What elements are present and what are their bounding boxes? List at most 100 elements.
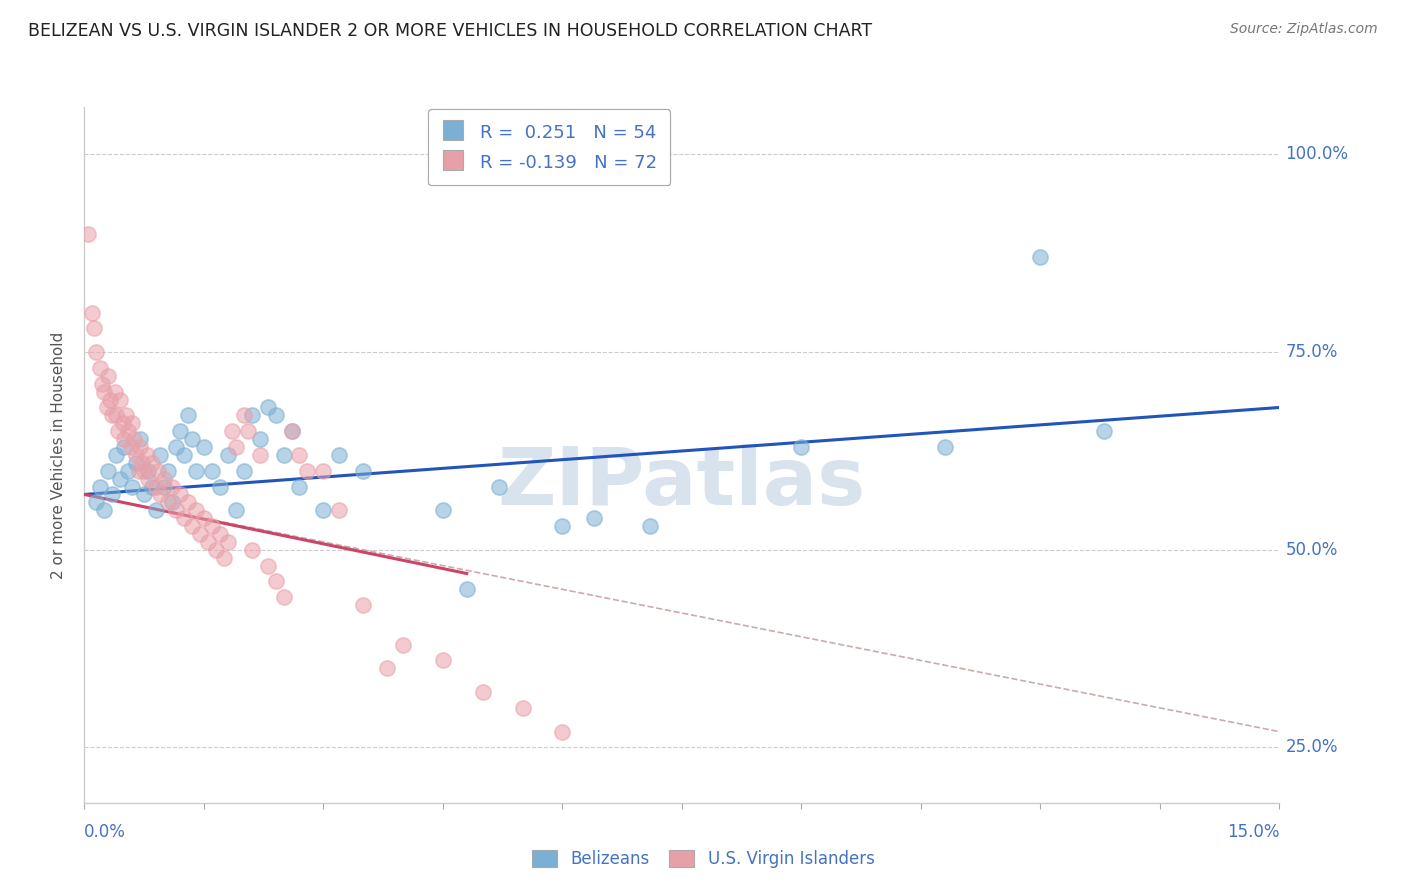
Point xyxy=(221,424,243,438)
Point xyxy=(112,432,135,446)
Point xyxy=(280,424,302,438)
Point xyxy=(153,843,176,857)
Text: 100.0%: 100.0% xyxy=(1285,145,1348,163)
Point xyxy=(125,448,148,462)
Point xyxy=(392,638,415,652)
Point xyxy=(328,503,350,517)
Point xyxy=(105,409,128,423)
Point xyxy=(145,479,167,493)
Point xyxy=(89,361,111,376)
Point xyxy=(136,472,159,486)
Point xyxy=(146,464,169,478)
Point xyxy=(157,464,180,478)
Point xyxy=(288,479,311,493)
Point xyxy=(82,305,104,319)
Point xyxy=(110,392,132,407)
Point xyxy=(188,527,211,541)
Point xyxy=(120,440,142,454)
Point xyxy=(638,519,661,533)
Text: BELIZEAN VS U.S. VIRGIN ISLANDER 2 OR MORE VEHICLES IN HOUSEHOLD CORRELATION CHA: BELIZEAN VS U.S. VIRGIN ISLANDER 2 OR MO… xyxy=(28,22,872,40)
Point xyxy=(184,464,207,478)
Point xyxy=(135,448,157,462)
Point xyxy=(141,479,163,493)
Point xyxy=(177,495,200,509)
Point xyxy=(129,432,152,446)
Point xyxy=(201,464,224,478)
Point xyxy=(121,417,143,431)
Point xyxy=(256,401,278,415)
Point xyxy=(193,511,215,525)
Point xyxy=(264,574,287,589)
Legend: Belizeans, U.S. Virgin Islanders: Belizeans, U.S. Virgin Islanders xyxy=(524,843,882,875)
Text: 50.0%: 50.0% xyxy=(1285,541,1339,558)
Point xyxy=(111,417,134,431)
Text: 75.0%: 75.0% xyxy=(1285,343,1339,361)
Point xyxy=(184,503,207,517)
Point xyxy=(236,424,259,438)
Point xyxy=(583,511,606,525)
Point xyxy=(117,464,139,478)
Point xyxy=(132,487,156,501)
Point xyxy=(208,527,231,541)
Point xyxy=(160,479,183,493)
Point xyxy=(264,409,287,423)
Point xyxy=(240,542,263,557)
Point xyxy=(77,227,100,241)
Point xyxy=(934,440,956,454)
Point xyxy=(1092,424,1115,438)
Point xyxy=(249,432,271,446)
Text: 15.0%: 15.0% xyxy=(1227,822,1279,840)
Point xyxy=(169,424,191,438)
Point xyxy=(512,701,534,715)
Point xyxy=(173,511,195,525)
Point xyxy=(122,432,145,446)
Point xyxy=(551,724,574,739)
Point xyxy=(160,495,183,509)
Point xyxy=(105,448,128,462)
Text: 25.0%: 25.0% xyxy=(1285,739,1339,756)
Point xyxy=(112,440,135,454)
Point xyxy=(169,487,191,501)
Point xyxy=(217,534,239,549)
Point xyxy=(125,456,148,470)
Point xyxy=(790,440,813,454)
Point xyxy=(93,384,115,399)
Point xyxy=(328,448,350,462)
Point xyxy=(149,448,172,462)
Point xyxy=(201,519,224,533)
Point xyxy=(89,479,111,493)
Point xyxy=(141,456,163,470)
Point xyxy=(90,376,112,391)
Point xyxy=(173,448,195,462)
Point xyxy=(98,392,121,407)
Point xyxy=(180,519,204,533)
Point xyxy=(132,464,156,478)
Y-axis label: 2 or more Vehicles in Household: 2 or more Vehicles in Household xyxy=(51,331,66,579)
Point xyxy=(217,448,239,462)
Point xyxy=(96,401,118,415)
Point xyxy=(180,432,204,446)
Point xyxy=(131,456,153,470)
Point xyxy=(157,495,180,509)
Point xyxy=(375,661,398,675)
Point xyxy=(249,448,271,462)
Point xyxy=(273,448,295,462)
Point xyxy=(205,542,228,557)
Point xyxy=(101,409,124,423)
Point xyxy=(165,440,187,454)
Point xyxy=(256,558,278,573)
Point xyxy=(193,440,215,454)
Point xyxy=(273,591,295,605)
Point xyxy=(551,519,574,533)
Point xyxy=(232,464,254,478)
Point xyxy=(153,479,176,493)
Point xyxy=(352,464,374,478)
Point xyxy=(1029,250,1052,264)
Point xyxy=(114,409,136,423)
Point xyxy=(83,321,105,335)
Point xyxy=(288,448,311,462)
Point xyxy=(352,598,374,612)
Point xyxy=(432,653,454,667)
Point xyxy=(232,409,254,423)
Point xyxy=(101,487,124,501)
